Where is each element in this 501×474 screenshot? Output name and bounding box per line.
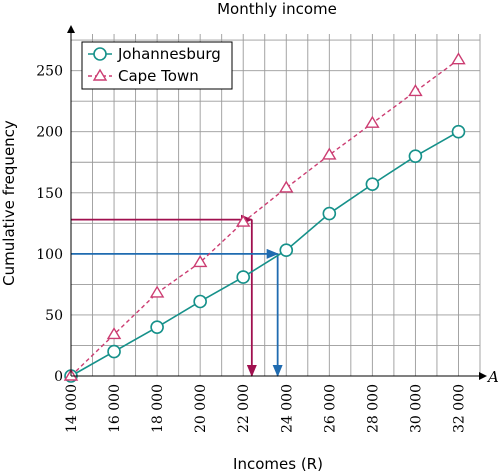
data-point-cape-town	[279, 180, 294, 193]
legend-label-cape-town: Cape Town	[118, 67, 199, 85]
x-axis-variable: A	[486, 368, 499, 386]
data-point-cape-town	[149, 285, 165, 298]
data-point-cape-town	[451, 52, 466, 65]
x-tick-label: 18 000	[150, 384, 166, 433]
x-tick-label: 26 000	[322, 384, 338, 433]
data-point-johannesburg	[193, 294, 207, 309]
y-axis-label: Cumulative frequency	[0, 120, 18, 286]
series-line-cape-town	[70, 59, 459, 377]
axes	[67, 25, 487, 380]
data-point-johannesburg	[408, 149, 423, 163]
x-tick-label: 22 000	[236, 384, 252, 433]
data-point-johannesburg	[279, 243, 294, 257]
data-point-johannesburg	[322, 206, 337, 221]
data-point-johannesburg	[150, 320, 164, 334]
y-tick-label: 200	[36, 125, 63, 141]
x-axis-label: Incomes (R)	[233, 455, 323, 473]
data-point-johannesburg	[451, 124, 466, 139]
x-tick-label: 14 000	[64, 384, 80, 433]
reading-lines	[71, 214, 283, 377]
y-tick-label: 150	[36, 186, 63, 202]
data-point-cape-town	[192, 255, 208, 268]
x-tick-label: 28 000	[365, 384, 381, 433]
data-point-johannesburg	[236, 270, 251, 284]
series-line-johannesburg	[70, 131, 459, 377]
data-point-cape-town	[322, 147, 337, 160]
x-tick-label: 16 000	[107, 384, 123, 433]
data-point-cape-town	[106, 327, 122, 340]
data-point-johannesburg	[365, 177, 380, 192]
data-point-cape-town	[365, 115, 380, 128]
y-tick-label: 50	[45, 308, 63, 324]
y-tick-label: 0	[54, 369, 63, 385]
y-tick-label: 250	[36, 64, 63, 80]
y-tick-label: 100	[36, 247, 63, 263]
legend-marker-johannesburg	[93, 47, 107, 61]
data-point-cape-town	[408, 84, 423, 97]
x-tick-label: 24 000	[279, 384, 295, 433]
tick-labels: 14 000 16 000 18 000 20 000 22 000 24 000 26 0…	[36, 64, 467, 433]
x-tick-label: 32 000	[451, 384, 467, 433]
x-tick-label: 20 000	[193, 384, 209, 433]
legend-box	[81, 41, 233, 90]
legend: Johannesburg Cape Town	[81, 41, 233, 90]
legend-marker-cape-town	[92, 68, 108, 81]
series-layer	[63, 52, 466, 383]
data-point-johannesburg	[107, 344, 121, 359]
x-tick-label: 30 000	[408, 384, 424, 433]
legend-label-johannesburg: Johannesburg	[117, 45, 221, 63]
chart-title: Monthly income	[217, 0, 337, 18]
data-point-cape-town	[235, 214, 251, 227]
